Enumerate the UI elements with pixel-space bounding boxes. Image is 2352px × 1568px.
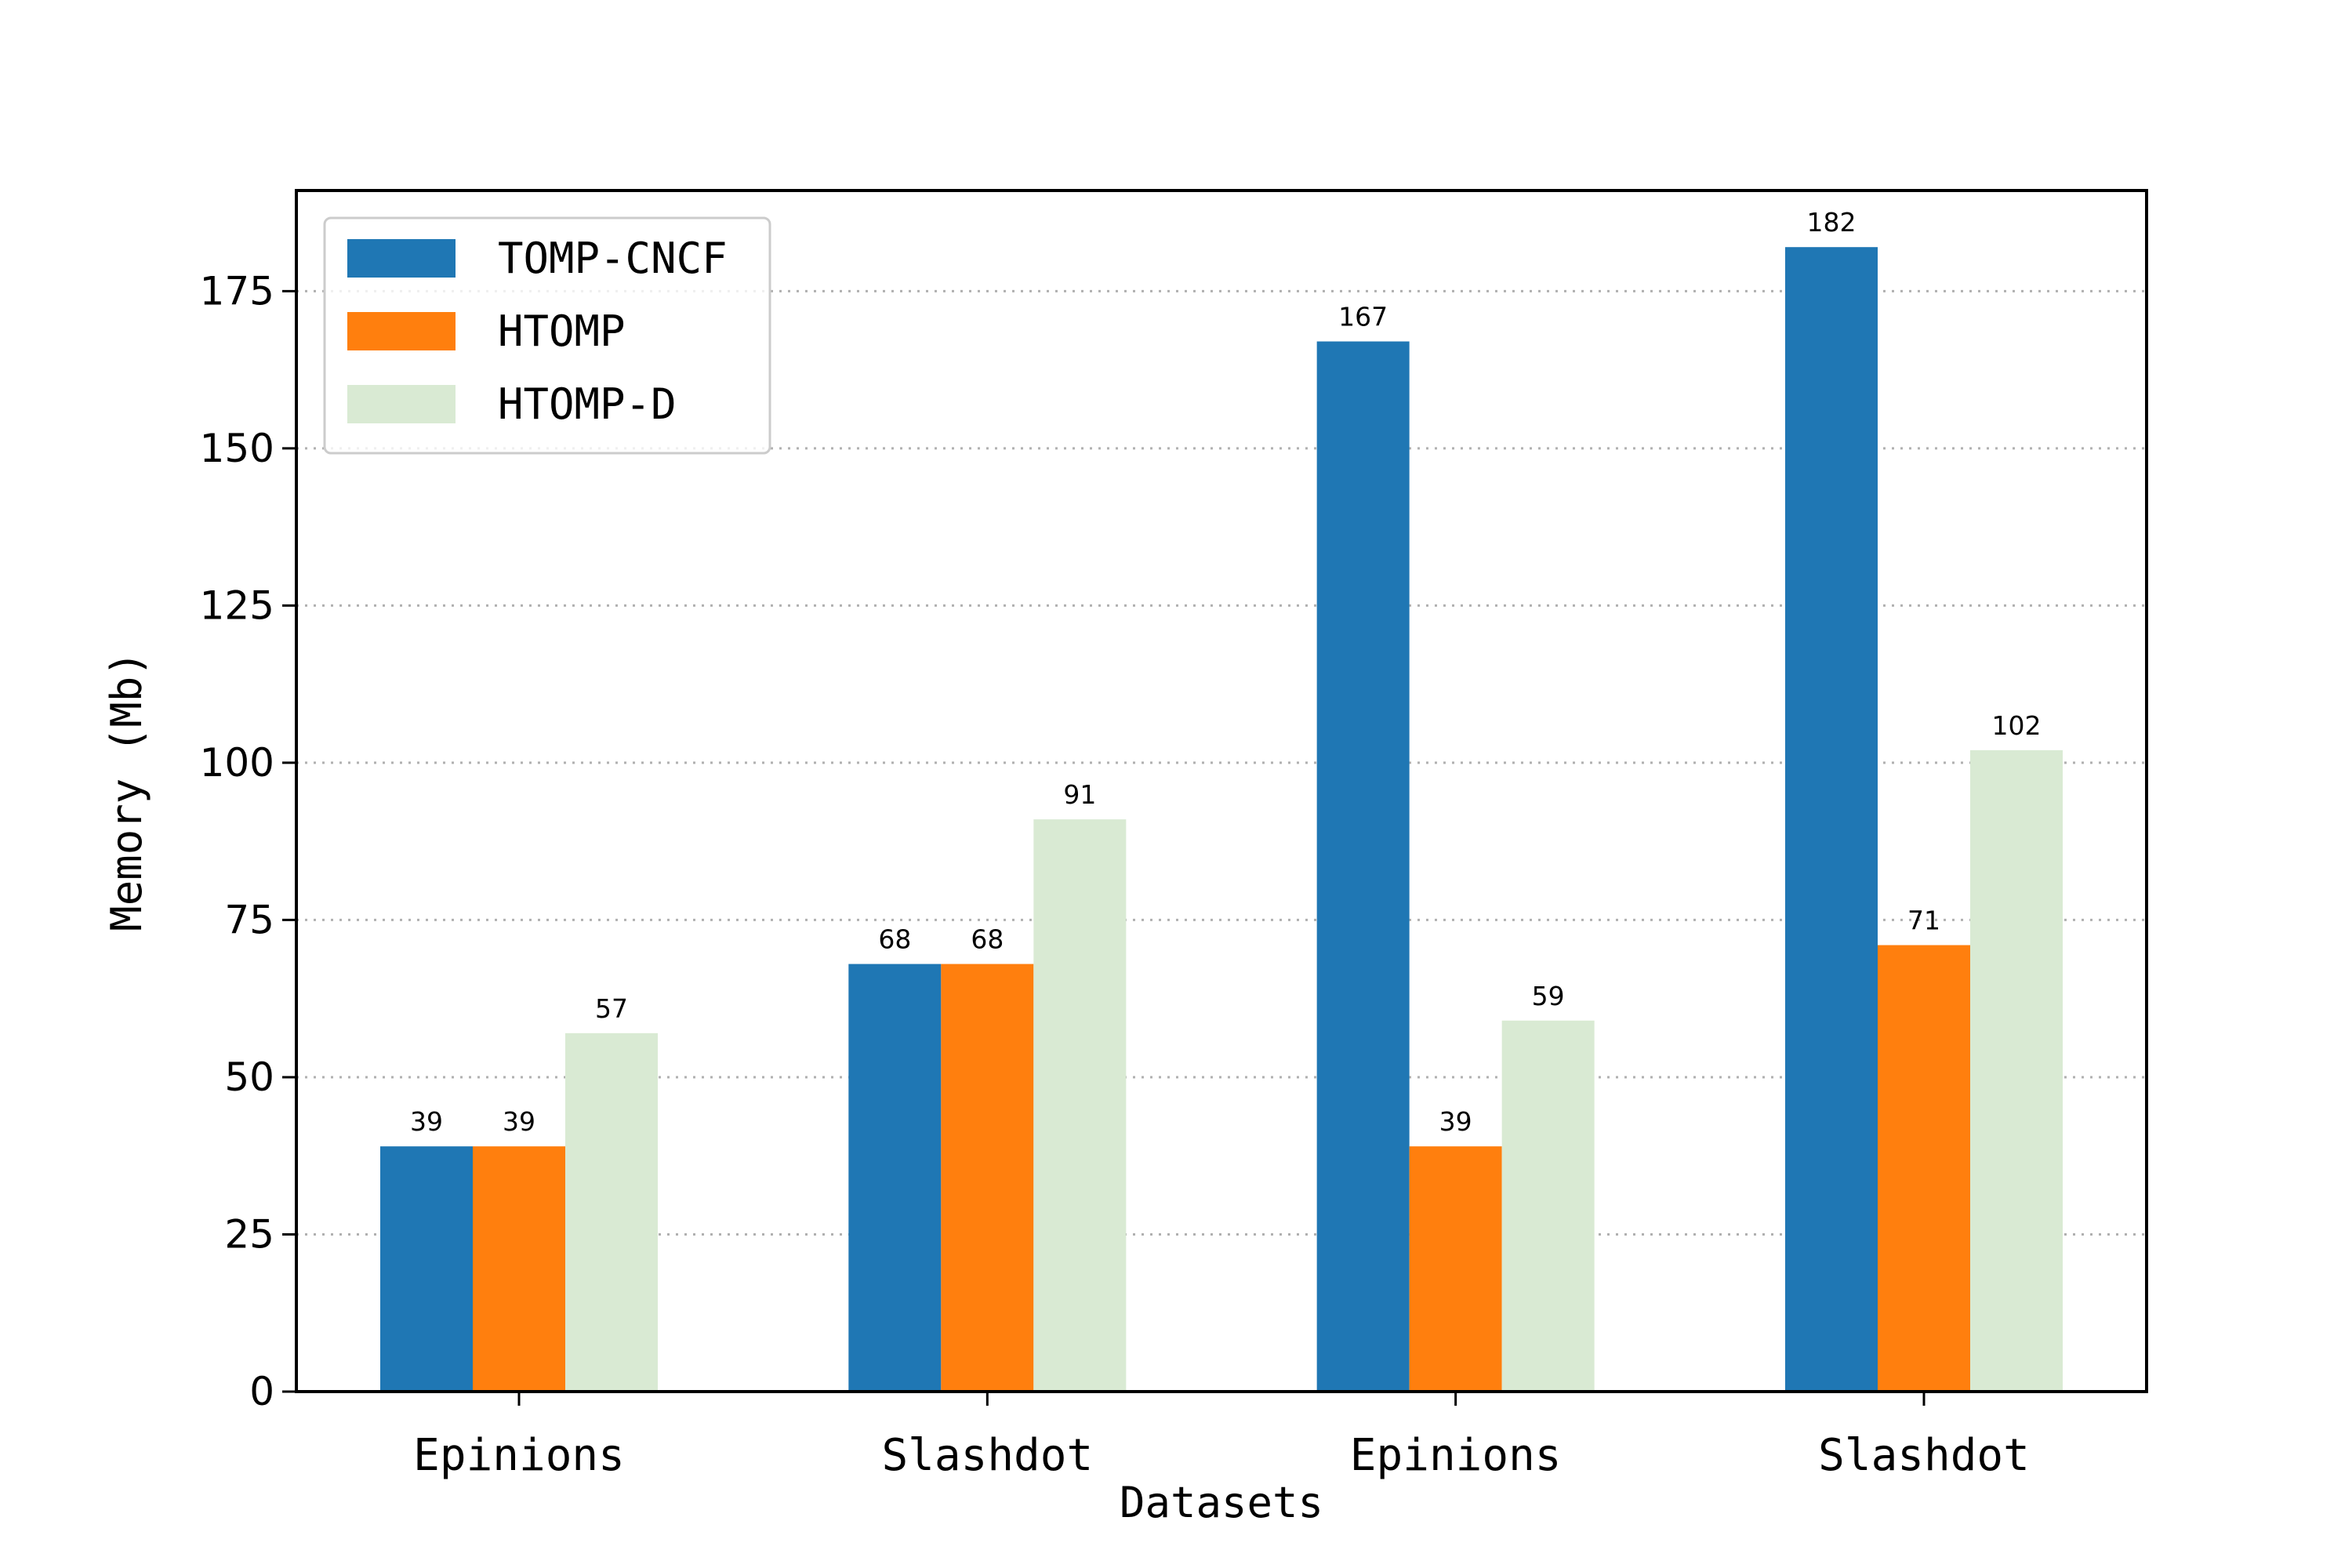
y-tick-label: 75 [224,897,274,942]
y-tick-label: 100 [200,740,274,786]
y-tick-label: 50 [224,1054,274,1100]
bar-htomp [1878,945,1970,1392]
data-label: 39 [503,1106,535,1137]
data-label: 102 [1992,710,2042,741]
y-tick-label: 150 [200,426,274,471]
bar-htomp-d [1970,750,2063,1392]
bar-htomp [941,964,1034,1392]
data-label: 59 [1532,981,1565,1011]
x-tick-label: Epinions [1350,1430,1562,1481]
y-axis-label: Memory (Mb) [102,651,151,931]
y-tick-label: 25 [224,1211,274,1257]
grid-lines [296,289,2147,1236]
data-label: 39 [1439,1106,1472,1137]
legend-swatch [347,312,456,350]
legend-swatch [347,385,456,423]
bar-tomp-cncf [1316,341,1410,1392]
bar-htomp-d [1501,1020,1595,1392]
x-tick-label: Slashdot [1818,1430,2030,1481]
data-label: 68 [971,924,1004,955]
bars [380,247,2063,1392]
data-label: 39 [410,1106,443,1137]
data-labels: 39 68 167 182 39 68 39 71 57 91 59 102 [410,207,2042,1137]
bar-tomp-cncf [848,964,942,1392]
bar-htomp [1409,1146,1502,1392]
data-label: 57 [595,993,628,1024]
x-axis-ticks: Epinions Slashdot Epinions Slashdot [413,1392,2030,1481]
y-tick-label: 0 [249,1369,274,1414]
y-tick-label: 125 [200,583,274,628]
legend: TOMP-CNCF HTOMP HTOMP-D [323,216,771,455]
legend-label: TOMP-CNCF [498,234,728,283]
plot-frame [295,189,2148,1393]
legend-swatch [347,239,456,278]
legend-label: HTOMP [498,307,626,356]
bar-htomp-d [1033,819,1127,1392]
bar-tomp-cncf [380,1146,473,1392]
data-label: 167 [1338,302,1388,332]
x-tick-label: Slashdot [881,1430,1093,1481]
y-axis-ticks: 0 25 50 75 100 125 150 175 [200,268,296,1414]
data-label: 182 [1807,207,1857,238]
legend-label: HTOMP-D [498,379,677,429]
data-label: 68 [878,924,911,955]
bar-htomp-d [565,1033,658,1392]
x-tick-label: Epinions [413,1430,625,1481]
data-label: 71 [1907,906,1940,936]
data-label: 91 [1063,779,1096,810]
y-tick-label: 175 [200,268,274,314]
bar-tomp-cncf [1785,247,1878,1392]
x-axis-label: Datasets [1120,1478,1323,1527]
bar-htomp [473,1146,565,1392]
